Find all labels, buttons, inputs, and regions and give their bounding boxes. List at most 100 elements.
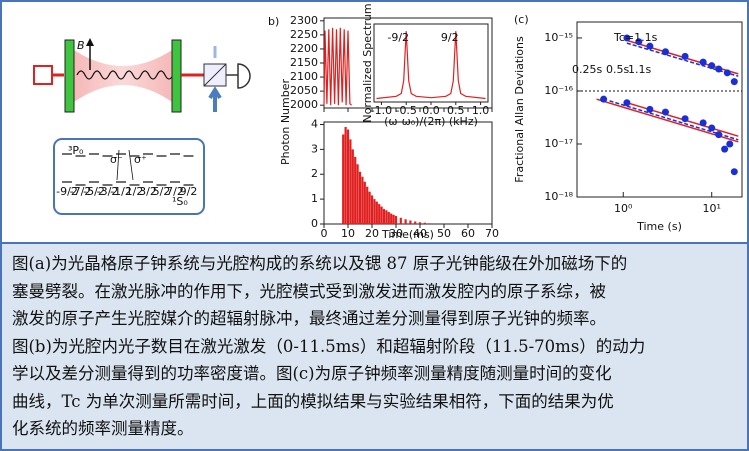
splitter-face [203, 63, 227, 87]
m-label: -9/2 [56, 185, 78, 198]
y-axis-label: Photon Number [279, 79, 292, 166]
m-label: 7/2 [166, 185, 184, 198]
data-point [661, 108, 669, 116]
data-point [699, 119, 707, 127]
x-tick-label: 1.0 [472, 104, 490, 117]
caption-line: 曲线，Tc 为单次测量所需时间，上面的模拟结果与实验结果相符，下面的结果为优 [12, 391, 614, 411]
x-tick-label: 0.5 [447, 104, 465, 117]
caption-line: 化系统的频率测量精度。 [12, 419, 194, 438]
data-point [600, 95, 608, 103]
x-tick-label: 70 [485, 227, 499, 240]
caption-line: 学以及差分测量得到的功率密度谱。图(c)为原子钟频率测量精度随测量时间的变化 [12, 364, 612, 383]
y-tick-label: 2 [311, 167, 318, 180]
y-tick-label: 2300 [290, 14, 318, 27]
transition [116, 149, 134, 181]
x-tick-label: 60 [461, 227, 475, 240]
data-point [721, 145, 729, 153]
y-tick-label: 2150 [290, 56, 318, 69]
y-tick-label: 10⁻¹⁸ [544, 190, 573, 203]
laser [33, 65, 53, 85]
data-point [699, 58, 707, 66]
fit-line [609, 100, 739, 141]
m-label: 1/2 [126, 185, 144, 198]
y-tick-label: 10⁻¹⁵ [544, 31, 573, 44]
x-tick-label: 50 [437, 227, 451, 240]
panel-label: (c) [514, 13, 529, 26]
caption-line: 图(b)为光腔内光子数目在激光激发（0-11.5ms）和超辐射阶段（11.5-7… [12, 336, 646, 356]
annotation: Tc=1.1s [613, 31, 658, 44]
y-tick-label: 2050 [290, 84, 318, 97]
data-point [708, 124, 716, 132]
x-tick-label: 10⁰ [614, 202, 633, 215]
y-tick-label: 2250 [290, 28, 318, 41]
data-point [646, 42, 654, 50]
panels: B ³P₀ ¹S₀ σ⁻ σ⁺ -9/2-7/2-5/2-3/2-1/21/23… [33, 3, 743, 241]
plot-frame [576, 21, 743, 198]
inset-y-label: Normalized Spectrum [361, 3, 374, 122]
atoms [76, 70, 174, 80]
arrow-head [86, 38, 94, 46]
caption: 图(a)为光晶格原子钟系统与光腔构成的系统以及锶 87 原子光钟能级在外加磁场下… [2, 242, 747, 449]
m-label: -3/2 [97, 185, 119, 198]
m-label: 5/2 [153, 185, 171, 198]
m-label: -7/2 [70, 185, 92, 198]
x-axis-label: Time(ms) [381, 228, 434, 241]
x-tick-label: 10 [341, 227, 355, 240]
spectrum [376, 31, 486, 100]
inset-x-label: (ω-ω₀)/(2π) (kHz) [384, 115, 478, 128]
fit-line [596, 98, 739, 143]
m-label: -5/2 [83, 185, 105, 198]
annotation: 0.5s [606, 63, 629, 76]
upper-level: ³P₀ [68, 144, 84, 157]
sigma-minus: σ⁻ [110, 153, 123, 166]
y-tick-label: 3 [311, 142, 318, 155]
data-point [730, 168, 738, 176]
data-point [681, 115, 689, 123]
data-point [726, 140, 734, 148]
y-tick-label: 4 [311, 117, 318, 130]
panel-a: B ³P₀ ¹S₀ σ⁻ σ⁺ -9/2-7/2-5/2-3/2-1/21/23… [33, 38, 251, 215]
y-tick-label: 1 [311, 192, 318, 205]
y-tick-label: 10⁻¹⁶ [544, 84, 573, 97]
m-label: 9/2 [180, 185, 198, 198]
data-point [715, 131, 723, 139]
caption-line: 激发的原子产生光腔媒介的超辐射脉冲，最终通过差分测量得到原子光钟的频率。 [12, 309, 606, 328]
data-point [623, 34, 631, 42]
x-tick-label: -1.0 [371, 104, 392, 117]
lo-arrow [208, 86, 222, 112]
m-label: -1/2 [110, 185, 132, 198]
annotation: 1.1s [628, 63, 651, 76]
sigma-plus: σ⁺ [134, 153, 147, 166]
data-point [708, 62, 716, 70]
data-point [646, 105, 654, 113]
caption-line: 图(a)为光晶格原子钟系统与光腔构成的系统以及锶 87 原子光钟能级在外加磁场下… [12, 254, 628, 273]
data-point [681, 52, 689, 60]
zeeman-levels: -9/2-7/2-5/2-3/2-1/21/23/25/27/29/2 [56, 153, 198, 198]
x-tick-label: 10¹ [702, 202, 720, 215]
mirror [64, 39, 75, 113]
inset-frame [373, 23, 489, 103]
y-tick-label: 10⁻¹⁷ [544, 137, 573, 150]
peak-label: -9/2 [387, 31, 409, 44]
x-tick-label: 0 [321, 227, 328, 240]
y-tick-label: 0 [311, 217, 318, 230]
excitation-line [323, 27, 352, 106]
m-label: 3/2 [139, 185, 157, 198]
level-inset [53, 138, 205, 215]
annotation: 0.25s [572, 63, 602, 76]
y-tick-label: 2100 [290, 70, 318, 83]
x-axis-label: Time (s) [636, 220, 682, 233]
data-point [623, 99, 631, 107]
x-tick-label: 40 [413, 227, 427, 240]
detector [237, 63, 251, 89]
data-point [715, 65, 723, 73]
x-tick-label: 0.0 [422, 104, 440, 117]
caption-line: 塞曼劈裂。在激光脉冲的作用下，光腔模式受到激发进而激发腔内的原子系综，被 [12, 281, 606, 301]
data-point [635, 38, 643, 46]
lower-level: ¹S₀ [172, 195, 188, 208]
mirror [171, 39, 182, 113]
cavity-mode [74, 50, 172, 102]
data-point [723, 69, 731, 77]
plot-frame [323, 121, 493, 225]
